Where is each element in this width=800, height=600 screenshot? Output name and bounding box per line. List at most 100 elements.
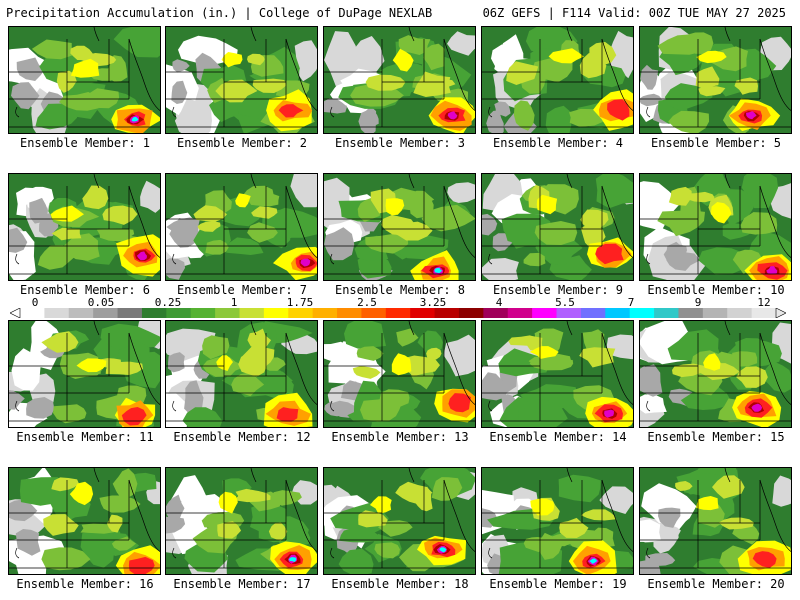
coastline: [646, 547, 651, 559]
precip-contour: [184, 380, 204, 416]
model-valid-time: 06Z GEFS | F114 Valid: 00Z TUE MAY 27 20…: [482, 6, 786, 20]
lake-outline: [250, 321, 257, 336]
ensemble-member-map: [8, 26, 161, 134]
precip-map: [640, 174, 791, 280]
ensemble-member-map: [481, 26, 634, 134]
coastline: [488, 547, 493, 559]
colorbar-cell: [702, 308, 728, 318]
state-border-river: [128, 479, 160, 552]
precip-contour: [70, 58, 100, 78]
ensemble-member-map: [323, 26, 476, 134]
precip-contour: [216, 355, 233, 371]
precip-contour: [82, 88, 120, 109]
precip-contour: [265, 207, 317, 238]
colorbar-cell: [385, 308, 411, 318]
ensemble-member-label: Ensemble Member: 8: [334, 283, 466, 297]
state-border-river: [443, 38, 475, 111]
lake-outline: [566, 321, 573, 336]
ensemble-member-map: [639, 467, 792, 575]
lake-outline: [408, 174, 415, 189]
precip-map: [324, 174, 475, 280]
ensemble-member-map: [8, 320, 161, 428]
state-border-river: [759, 185, 791, 258]
coastline: [330, 106, 335, 118]
precip-contour: [589, 558, 598, 564]
precip-contour: [657, 34, 703, 55]
colorbar-cell: [117, 308, 143, 318]
precip-contour: [51, 227, 82, 241]
precip-contour: [696, 50, 727, 64]
state-border-river: [285, 185, 317, 258]
colorbar-cell: [654, 308, 679, 318]
precip-contour: [640, 519, 661, 542]
colorbar-tick-label: 9: [694, 296, 702, 309]
precip-contour: [640, 394, 667, 414]
precip-contour: [423, 43, 445, 71]
colorbar-cell: [263, 308, 289, 318]
precip-map: [9, 174, 160, 280]
state-border-river: [443, 479, 475, 552]
precip-contour: [215, 79, 258, 103]
precip-contour: [698, 86, 726, 97]
precip-map: [166, 468, 317, 574]
precip-contour: [426, 347, 442, 360]
precip-contour: [640, 93, 663, 107]
state-borders: [9, 480, 160, 569]
precip-contour: [536, 194, 558, 215]
precip-contour: [595, 174, 633, 209]
precip-contour: [395, 481, 433, 505]
precip-map: [482, 174, 633, 280]
precip-contour: [439, 547, 447, 553]
lake-outline: [93, 27, 100, 42]
precipitation-colorbar: [10, 308, 786, 318]
coastline: [646, 400, 651, 412]
precip-contour: [82, 185, 109, 210]
precip-contour: [604, 409, 614, 418]
coastline: [330, 253, 335, 265]
precip-contour: [494, 101, 511, 117]
precip-contour: [398, 35, 431, 55]
precip-map: [9, 321, 160, 427]
precip-contour: [703, 353, 721, 371]
precip-contour: [106, 514, 123, 533]
precip-contour: [247, 53, 265, 66]
coastline: [15, 106, 20, 118]
precip-contour: [545, 105, 572, 133]
precip-contour: [645, 553, 676, 566]
precip-contour: [15, 529, 41, 556]
ensemble-member-label: Ensemble Member: 1: [19, 136, 151, 150]
precip-contour: [178, 35, 238, 64]
precip-contour: [328, 400, 358, 418]
precip-contour: [482, 372, 508, 401]
precip-contour: [218, 491, 238, 514]
state-border-river: [601, 332, 633, 405]
state-borders: [482, 186, 633, 275]
state-border-river: [601, 185, 633, 258]
precip-contour: [51, 477, 80, 492]
precip-contour: [324, 227, 355, 261]
precip-contour: [53, 404, 87, 424]
ensemble-member-label: Ensemble Member: 15: [647, 430, 785, 444]
precip-map: [324, 27, 475, 133]
colorbar-cell: [215, 308, 240, 318]
precip-contour: [752, 551, 777, 568]
state-borders: [166, 39, 317, 128]
state-borders: [482, 39, 633, 128]
colorbar-tick-label: 12: [757, 296, 771, 309]
precip-map: [166, 27, 317, 133]
precip-contour: [518, 398, 568, 427]
precip-contour: [746, 111, 757, 120]
colorbar-cell: [68, 308, 94, 318]
coastline: [172, 547, 177, 559]
precip-contour: [76, 358, 107, 373]
state-borders: [640, 480, 791, 569]
colorbar-cell: [20, 308, 45, 318]
precip-contour: [443, 334, 475, 377]
coastline: [330, 547, 335, 559]
lake-outline: [408, 27, 415, 42]
colorbar-cell: [361, 308, 387, 318]
ensemble-member-label: Ensemble Member: 19: [489, 577, 627, 591]
ensemble-member-label: Ensemble Member: 4: [492, 136, 624, 150]
precip-contour: [666, 248, 701, 271]
colorbar-cell: [312, 308, 338, 318]
